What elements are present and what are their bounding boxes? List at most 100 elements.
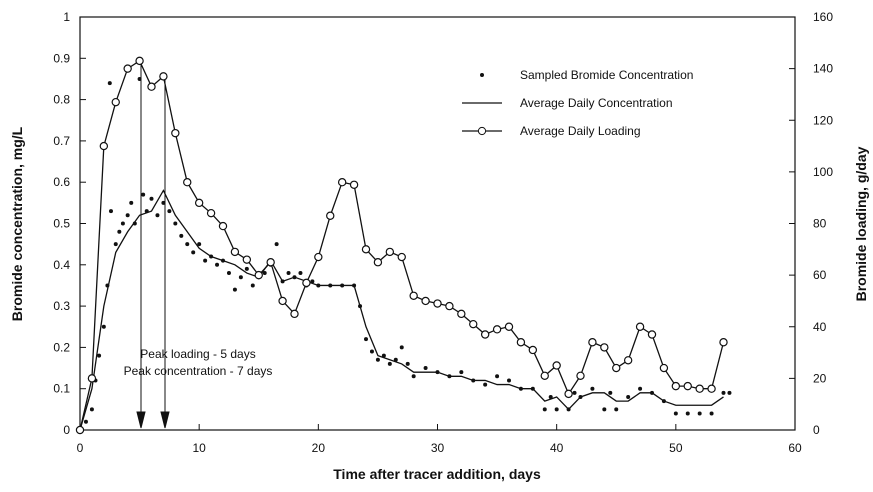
- data-marker: [564, 389, 573, 399]
- data-point: [129, 200, 134, 205]
- data-point: [232, 287, 237, 292]
- y2-tick-label: 140: [813, 62, 833, 76]
- data-point: [399, 345, 404, 350]
- data-marker: [433, 299, 442, 308]
- data-point: [215, 262, 220, 267]
- data-point: [83, 419, 88, 424]
- data-point: [238, 275, 243, 280]
- y-tick-label: 0.2: [53, 340, 70, 354]
- data-marker: [612, 363, 621, 373]
- data-point: [381, 353, 386, 358]
- data-marker: [457, 309, 466, 319]
- data-marker: [373, 258, 383, 267]
- data-marker: [695, 384, 704, 393]
- data-point: [250, 283, 255, 288]
- data-marker: [623, 356, 633, 365]
- y2-tick-label: 160: [813, 10, 833, 24]
- data-point: [393, 357, 398, 362]
- annotation: Peak loading - 5 days: [140, 347, 255, 361]
- data-marker: [242, 255, 252, 264]
- data-point: [185, 242, 190, 247]
- y-tick-label: 0.4: [53, 258, 70, 272]
- data-marker: [75, 425, 85, 435]
- data-point: [97, 353, 102, 358]
- y-tick-label: 0.6: [53, 175, 70, 189]
- data-point: [89, 407, 94, 412]
- data-point: [226, 271, 231, 276]
- data-point: [608, 390, 613, 395]
- y-tick-label: 0.7: [53, 134, 70, 148]
- data-point: [364, 337, 368, 342]
- data-point: [423, 366, 428, 371]
- data-marker: [99, 141, 109, 151]
- data-marker: [87, 374, 97, 383]
- y-tick-label: 0.5: [53, 217, 70, 231]
- legend-label: Average Daily Concentration: [520, 96, 673, 110]
- data-marker: [504, 322, 514, 331]
- data-point: [173, 221, 178, 226]
- data-point: [721, 390, 726, 395]
- data-point: [507, 378, 511, 383]
- data-point: [727, 390, 732, 395]
- data-point: [203, 258, 208, 263]
- data-point: [590, 386, 595, 391]
- data-marker: [445, 301, 454, 311]
- data-marker: [671, 381, 681, 391]
- y-tick-label: 0.3: [53, 299, 70, 313]
- data-point: [548, 394, 553, 399]
- x-tick-label: 0: [77, 441, 84, 455]
- data-point: [161, 200, 166, 205]
- data-point: [101, 324, 106, 329]
- data-point: [626, 394, 631, 399]
- data-line: [79, 189, 724, 431]
- data-marker: [540, 371, 549, 380]
- data-marker: [147, 82, 156, 91]
- data-point: [298, 271, 303, 276]
- data-marker: [683, 381, 692, 391]
- data-marker: [302, 278, 311, 288]
- data-point: [286, 271, 291, 276]
- data-point: [495, 374, 500, 379]
- annotation: Peak concentration - 7 days: [124, 364, 273, 378]
- data-point: [369, 349, 374, 354]
- data-marker: [230, 247, 240, 257]
- data-point: [167, 209, 172, 214]
- data-marker: [337, 177, 347, 187]
- data-point: [197, 242, 202, 247]
- data-point: [155, 213, 160, 218]
- data-point: [108, 209, 113, 214]
- x-tick-label: 20: [312, 441, 326, 455]
- data-marker: [159, 72, 168, 81]
- x-tick-label: 50: [669, 441, 683, 455]
- data-point: [310, 279, 315, 284]
- x-tick-label: 10: [192, 441, 206, 455]
- data-point: [459, 370, 464, 375]
- data-point: [120, 221, 125, 226]
- y2-tick-label: 60: [813, 268, 827, 282]
- data-point: [572, 390, 577, 395]
- data-marker: [266, 258, 275, 267]
- data-point: [191, 250, 196, 255]
- data-marker: [397, 252, 406, 262]
- legend-swatch: [477, 126, 487, 136]
- data-marker: [183, 177, 192, 187]
- y-tick-label: 0.8: [53, 93, 70, 107]
- y-tick-label: 0.1: [53, 382, 70, 396]
- data-point: [113, 242, 118, 247]
- data-marker: [516, 338, 526, 347]
- data-marker: [552, 361, 561, 370]
- data-point: [107, 81, 112, 86]
- data-marker: [218, 221, 228, 231]
- y2-tick-label: 0: [813, 423, 820, 437]
- data-marker: [135, 56, 144, 66]
- data-marker: [278, 296, 287, 306]
- peak-arrows: [136, 62, 170, 429]
- y2-tick-label: 120: [813, 113, 833, 127]
- data-marker: [409, 291, 418, 300]
- y2-tick-label: 40: [813, 320, 827, 334]
- x-tick-label: 30: [431, 441, 445, 455]
- data-marker: [385, 247, 395, 257]
- data-marker: [635, 322, 645, 331]
- data-marker: [326, 211, 335, 220]
- data-marker: [469, 319, 478, 329]
